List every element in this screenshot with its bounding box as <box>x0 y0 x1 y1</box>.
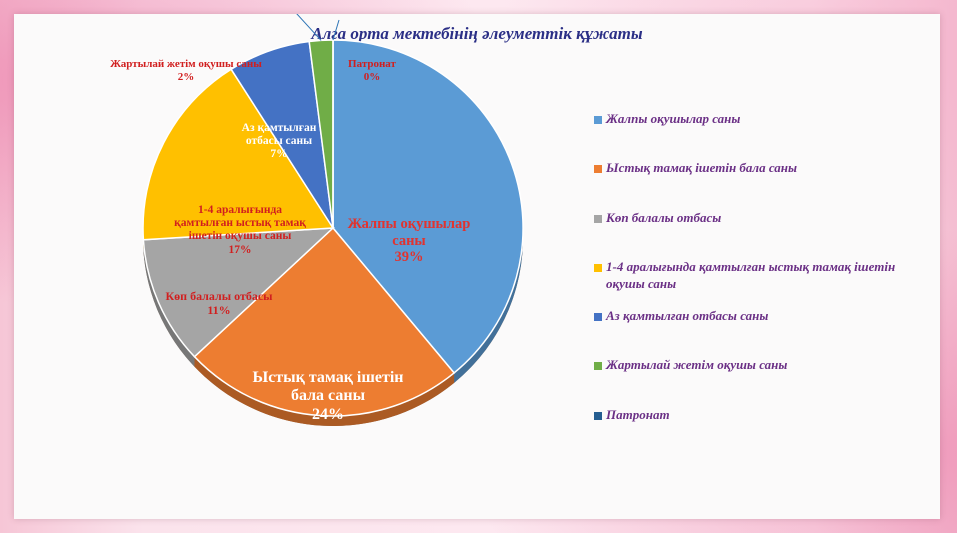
pie-slice-3 <box>142 68 335 241</box>
pie-slice-side-1 <box>194 356 455 426</box>
legend-item: Жартылай жетім оқушы саны <box>594 356 934 405</box>
slice-label-6: Патронат 0% <box>332 58 412 83</box>
legend-label: Көп балалы отбасы <box>606 209 722 225</box>
slice-label-percent: 2% <box>177 70 195 83</box>
slice-label-name: Жалпы оқушылар саны <box>347 216 471 249</box>
slice-label-percent: 39% <box>394 249 424 266</box>
slice-label-percent: 24% <box>312 405 344 423</box>
legend-swatch <box>594 411 602 420</box>
pie-slice-side-2 <box>143 239 195 367</box>
legend-item: Көп балалы отбасы <box>594 209 934 258</box>
slice-label-name: Ыстық тамақ ішетін бала саны <box>252 369 404 405</box>
chart-title: Алга орта мектебінің әлеуметтік құжаты <box>311 24 643 43</box>
leader-line-5 <box>296 14 322 41</box>
legend-item: Ыстық тамақ ішетін бала саны <box>594 159 934 208</box>
slice-label-name: Жартылай жетім оқушы саны <box>110 58 262 70</box>
slice-label-percent: 7% <box>270 148 288 161</box>
pie-chart <box>142 14 524 426</box>
legend-swatch <box>594 362 602 371</box>
legend-swatch <box>594 214 602 223</box>
slice-label-name: 1-4 аралығында қамтылған ыстық тамақ іше… <box>174 204 306 243</box>
slice-label-name: Көп балалы отбасы <box>165 289 273 303</box>
slice-label-0: Жалпы оқушылар саны 39% <box>329 216 489 266</box>
slice-label-percent: 11% <box>207 302 231 317</box>
chart-legend: Жалпы оқушылар саны Ыстық тамақ ішетін ба… <box>594 110 934 455</box>
legend-label: Патронат <box>606 406 670 422</box>
slice-label-name: Аз қамтылған отбасы саны <box>241 122 317 148</box>
legend-item: Аз қамтылған отбасы саны <box>594 307 934 356</box>
slice-label-4: Аз қамтылған отбасы саны 7% <box>224 122 334 162</box>
legend-swatch <box>594 165 602 174</box>
slice-label-5: Жартылай жетім оқушы саны 2% <box>91 58 281 83</box>
pie-slice-0 <box>332 39 524 374</box>
pie-slice-2 <box>142 227 336 358</box>
legend-label: Ыстық тамақ ішетін бала саны <box>606 160 798 176</box>
legend-swatch <box>594 313 602 322</box>
legend-swatch <box>594 116 602 124</box>
slice-label-name: Патронат <box>348 58 396 70</box>
legend-item: 1-4 аралығында қамтылған ыстық тамақ іше… <box>594 258 934 307</box>
legend-label: Жалпы оқушылар саны <box>606 111 741 126</box>
legend-item: Патронат <box>594 406 934 455</box>
legend-label: Жартылай жетім оқушы саны <box>606 357 788 373</box>
legend-item: Жалпы оқушылар саны <box>594 110 934 159</box>
leader-line-6 <box>332 19 340 41</box>
chart-panel: Алга орта мектебінің әлеуметтік құжаты Ж… <box>14 14 940 519</box>
slice-label-1: Ыстық тамақ ішетін бала саны 24% <box>228 369 428 424</box>
slice-label-3: 1-4 аралығында қамтылған ыстық тамақ іше… <box>160 204 320 257</box>
slice-label-percent: 17% <box>228 243 252 256</box>
legend-label: 1-4 аралығында қамтылған ыстық тамақ іше… <box>606 258 896 291</box>
legend-swatch <box>594 263 602 272</box>
slice-label-2: Көп балалы отбасы 11% <box>149 289 289 318</box>
legend-label: Аз қамтылған отбасы саны <box>606 308 769 324</box>
pie-slice-1 <box>193 226 456 417</box>
slice-label-percent: 0% <box>363 70 381 83</box>
